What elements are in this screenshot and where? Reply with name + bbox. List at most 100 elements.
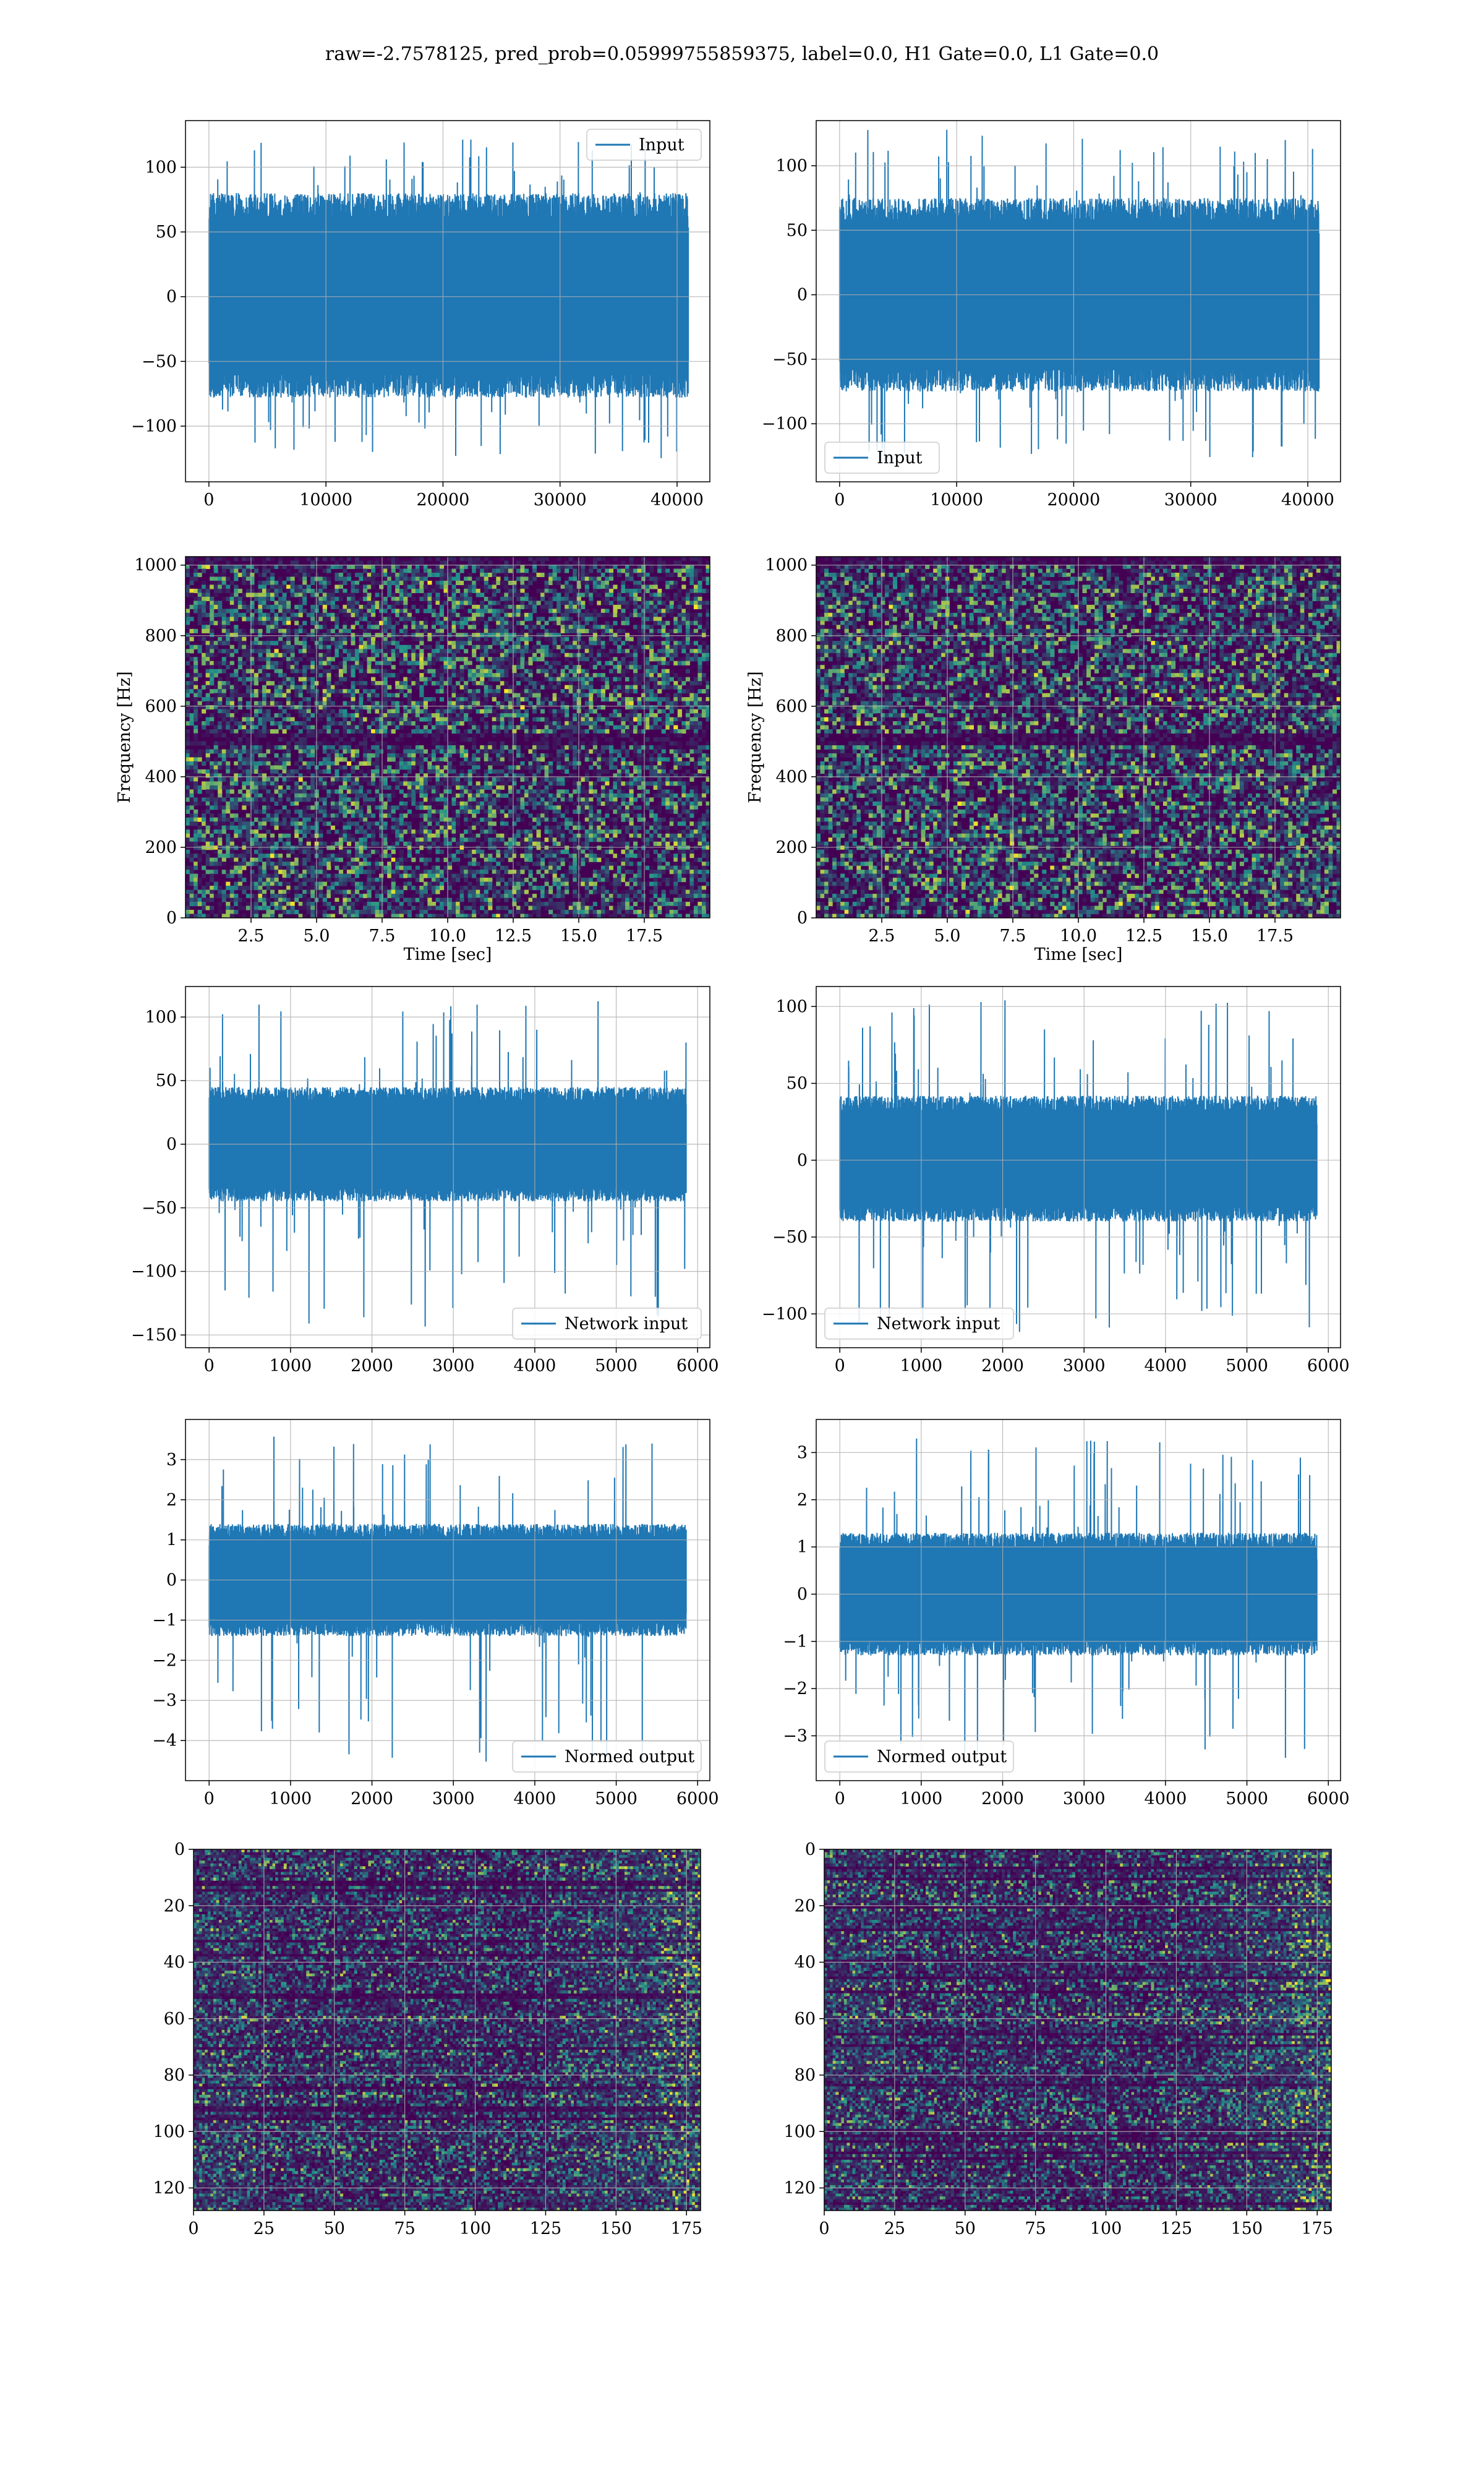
- y-tick-label: −3: [783, 1726, 808, 1745]
- axes-frame: [816, 1419, 1341, 1781]
- signal-trace: [839, 1438, 1318, 1758]
- x-tick-label: 12.5: [495, 927, 532, 946]
- legend: Normed output: [512, 1740, 702, 1773]
- y-tick-label: 0: [166, 909, 177, 928]
- signal-trace: [839, 1000, 1318, 1332]
- y-tick-label: −100: [131, 1262, 177, 1282]
- y-tick-label: −100: [131, 417, 177, 436]
- x-tick-label: 17.5: [626, 927, 663, 946]
- x-tick-label: 6000: [676, 1789, 719, 1808]
- legend: Input: [824, 442, 940, 474]
- y-tick-label: 0: [166, 288, 177, 307]
- x-tick-label: 10000: [299, 490, 352, 510]
- signal-trace: [208, 1001, 687, 1327]
- x-axis-label: Time [sec]: [404, 945, 492, 964]
- chart-network-input-h1: 0 1000 2000 3000 4000 5000 6000 −150 −100 −50 0 50 1…: [117, 980, 722, 1397]
- x-tick-label: 125: [530, 2219, 562, 2238]
- x-tick-label: 1000: [270, 1789, 312, 1808]
- y-tick-label: 80: [164, 2066, 185, 2085]
- y-tick-label: 50: [787, 1074, 808, 1094]
- y-tick-label: 1: [797, 1538, 808, 1557]
- y-tick-label: 0: [797, 909, 808, 928]
- axes-frame: [185, 986, 710, 1348]
- y-tick-label: 20: [795, 1896, 816, 1915]
- chart-normed-output-l1: 0 1000 2000 3000 4000 5000 6000 −3 −2 −1 0 1 2 3 Norme…: [748, 1413, 1353, 1830]
- x-tick-label: 2000: [981, 1356, 1024, 1376]
- x-tick-label: 20000: [416, 490, 469, 510]
- x-tick-label: 7.5: [369, 927, 396, 946]
- legend: Normed output: [824, 1740, 1014, 1773]
- x-tick-label: 3000: [432, 1789, 475, 1808]
- x-tick-label: 175: [1301, 2219, 1333, 2238]
- chart-normed-output-h1: 0 1000 2000 3000 4000 5000 6000 −4 −3 −2 −1 0 1 2 3 Nor…: [117, 1413, 722, 1830]
- x-tick-label: 50: [324, 2219, 345, 2238]
- x-tick-label: 150: [600, 2219, 633, 2238]
- x-tick-label: 3000: [1063, 1789, 1106, 1808]
- axes-frame: [185, 120, 710, 482]
- x-tick-label: 5000: [1226, 1356, 1268, 1376]
- figure-title: raw=-2.7578125, pred_prob=0.059997558593…: [0, 43, 1484, 65]
- x-tick-label: 5.0: [934, 927, 961, 946]
- x-tick-label: 150: [1231, 2219, 1263, 2238]
- y-tick-label: −100: [762, 1304, 808, 1324]
- y-tick-label: 200: [775, 838, 808, 857]
- y-tick-label: 400: [145, 768, 177, 787]
- x-tick-label: 17.5: [1256, 927, 1294, 946]
- y-tick-label: 40: [164, 1953, 185, 1972]
- y-tick-label: 400: [775, 768, 808, 787]
- y-tick-label: −50: [142, 1199, 177, 1218]
- signal-trace: [208, 139, 689, 458]
- x-tick-label: 4000: [514, 1356, 556, 1376]
- y-tick-label: 3: [797, 1443, 808, 1462]
- y-tick-label: 40: [795, 1953, 816, 1972]
- x-tick-label: 40000: [1281, 490, 1334, 510]
- y-tick-label: 2: [166, 1491, 177, 1510]
- x-tick-label: 40000: [650, 490, 704, 510]
- network-input-l1-svg: 0 1000 2000 3000 4000 5000 6000 −100 −50 0 50 100 Ne…: [762, 986, 1350, 1376]
- legend-label: Input: [877, 448, 923, 468]
- y-tick-label: 100: [783, 2122, 816, 2141]
- grid-lines: [816, 1419, 1341, 1781]
- x-tick-label: 100: [459, 2219, 492, 2238]
- chart-input-l1: 0 10000 20000 30000 40000 −100 −50 0 50 100 Input: [748, 114, 1353, 531]
- feature-map-l1-svg: 0 25 50 75 100 125 150 175 0 20 40 60 80 100 120: [783, 1840, 1333, 2238]
- y-tick-label: 120: [783, 2179, 816, 2198]
- x-tick-label: 0: [203, 490, 214, 510]
- x-tick-label: 0: [835, 1356, 845, 1376]
- y-axis-label: Frequency [Hz]: [746, 671, 765, 803]
- spectrogram-h1-svg: 2.5 5.0 7.5 10.0 12.5 15.0 17.5 0 200 400 600 800 10…: [115, 556, 710, 964]
- legend-label: Network input: [565, 1314, 688, 1333]
- x-tick-label: 30000: [1164, 490, 1217, 510]
- x-tick-label: 6000: [676, 1356, 719, 1376]
- y-tick-label: 100: [153, 2122, 185, 2141]
- x-tick-label: 75: [1025, 2219, 1046, 2238]
- y-axis-label: Frequency [Hz]: [115, 671, 134, 803]
- x-tick-label: 5000: [595, 1789, 638, 1808]
- axes-frame: [816, 986, 1341, 1348]
- legend: Network input: [824, 1308, 1014, 1340]
- x-tick-label: 0: [834, 490, 845, 510]
- y-tick-label: 0: [797, 1151, 808, 1170]
- y-tick-label: 0: [797, 286, 808, 305]
- grid-lines: [186, 987, 710, 1348]
- grid-lines: [186, 121, 710, 482]
- x-tick-label: 4000: [514, 1789, 556, 1808]
- axes-frame: [816, 120, 1341, 482]
- y-tick-label: 100: [775, 156, 808, 176]
- legend: Input: [586, 129, 702, 161]
- y-tick-label: 100: [145, 158, 177, 177]
- x-tick-label: 15.0: [560, 927, 597, 946]
- x-tick-label: 125: [1161, 2219, 1193, 2238]
- y-tick-label: 80: [795, 2066, 816, 2085]
- y-tick-label: 0: [166, 1135, 177, 1154]
- y-tick-label: −1: [783, 1632, 808, 1651]
- x-tick-label: 1000: [270, 1356, 312, 1376]
- grid-lines: [816, 987, 1341, 1348]
- input-l1-svg: 0 10000 20000 30000 40000 −100 −50 0 50 100 Input: [762, 120, 1341, 510]
- y-tick-label: −150: [131, 1325, 177, 1345]
- chart-spectrogram-l1: 2.5 5.0 7.5 10.0 12.5 15.0 17.5 0 200 400 600 800 10…: [746, 550, 1353, 967]
- legend: Network input: [512, 1308, 702, 1340]
- input-h1-svg: 0 10000 20000 30000 40000 −100 −50 0 50 100 Input: [131, 120, 710, 510]
- x-tick-label: 2.5: [869, 927, 895, 946]
- normed-output-h1-svg: 0 1000 2000 3000 4000 5000 6000 −4 −3 −2 −1 0 1 2 3 Nor…: [152, 1419, 719, 1808]
